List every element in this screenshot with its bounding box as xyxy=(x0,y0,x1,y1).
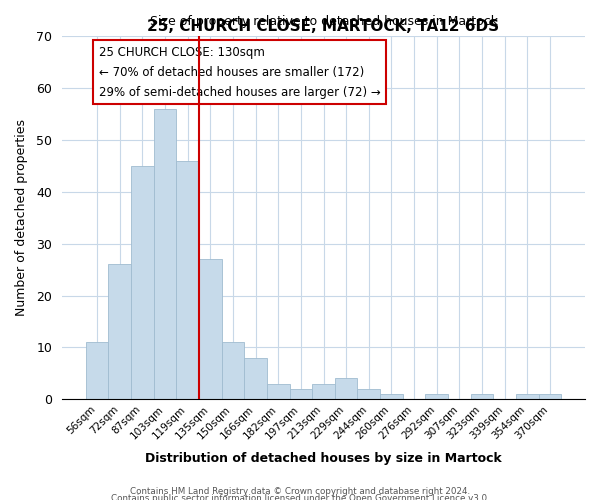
Bar xyxy=(267,384,290,399)
Bar xyxy=(244,358,267,399)
Bar xyxy=(380,394,403,399)
Bar xyxy=(131,166,154,399)
Bar xyxy=(358,389,380,399)
Bar xyxy=(290,389,312,399)
Text: Size of property relative to detached houses in Martock: Size of property relative to detached ho… xyxy=(149,16,497,28)
Bar xyxy=(199,260,221,399)
Bar xyxy=(425,394,448,399)
Text: Contains public sector information licensed under the Open Government Licence v3: Contains public sector information licen… xyxy=(110,494,490,500)
Bar xyxy=(335,378,358,399)
Bar xyxy=(312,384,335,399)
Bar xyxy=(539,394,561,399)
Text: Contains HM Land Registry data © Crown copyright and database right 2024.: Contains HM Land Registry data © Crown c… xyxy=(130,487,470,496)
Bar xyxy=(176,161,199,399)
Text: 25 CHURCH CLOSE: 130sqm
← 70% of detached houses are smaller (172)
29% of semi-d: 25 CHURCH CLOSE: 130sqm ← 70% of detache… xyxy=(98,46,380,98)
Y-axis label: Number of detached properties: Number of detached properties xyxy=(15,120,28,316)
Bar xyxy=(470,394,493,399)
Title: 25, CHURCH CLOSE, MARTOCK, TA12 6DS: 25, CHURCH CLOSE, MARTOCK, TA12 6DS xyxy=(148,19,500,34)
Bar xyxy=(109,264,131,399)
Bar xyxy=(86,342,109,399)
Bar xyxy=(221,342,244,399)
X-axis label: Distribution of detached houses by size in Martock: Distribution of detached houses by size … xyxy=(145,452,502,465)
Bar xyxy=(154,109,176,399)
Bar xyxy=(516,394,539,399)
